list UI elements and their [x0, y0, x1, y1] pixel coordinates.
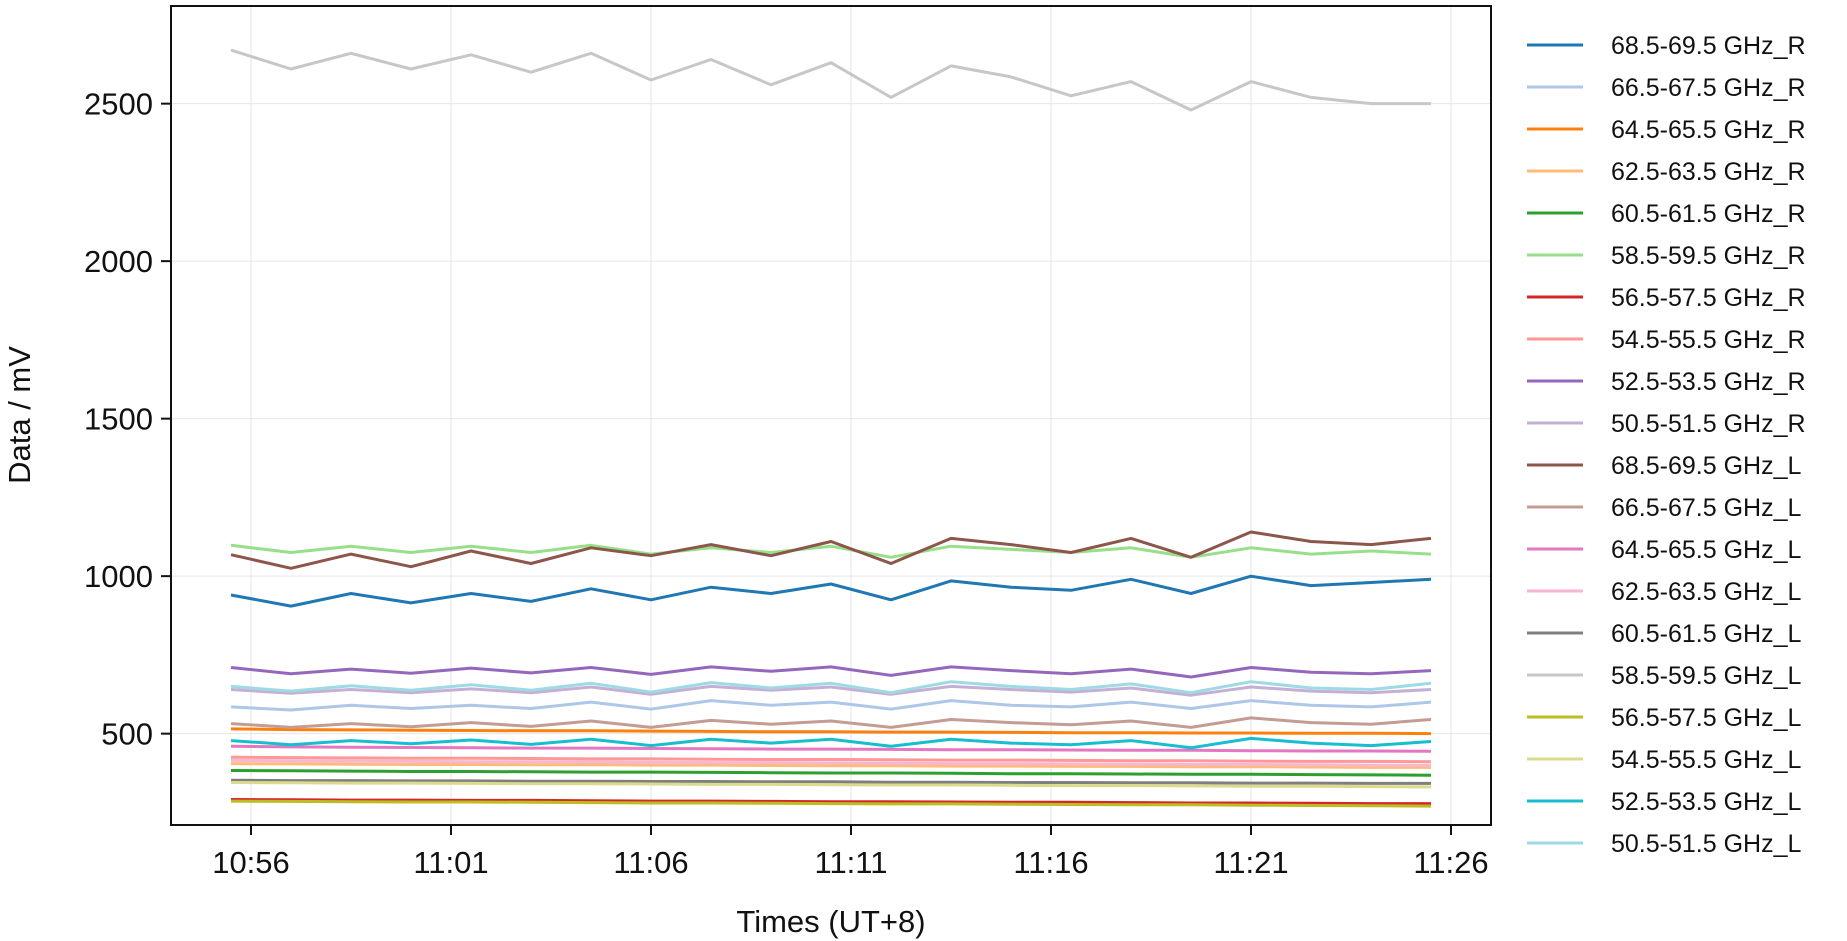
- series-layer: [230, 48, 1432, 808]
- legend-label: 50.5-51.5 GHz_R: [1611, 410, 1806, 438]
- y-tick-label: 2000: [84, 244, 153, 279]
- x-axis: 10:56 11:01 11:06 11:11 11:16 11:21 11:26: [212, 825, 1489, 880]
- legend-item-62-5-63-5-ghz-l: 62.5-63.5 GHz_L: [1527, 578, 1801, 606]
- legend-label: 58.5-59.5 GHz_L: [1611, 662, 1801, 690]
- legend-item-56-5-57-5-ghz-l: 56.5-57.5 GHz_L: [1527, 704, 1801, 732]
- series-60-5-61-5-ghz-l-line: [230, 778, 1431, 785]
- x-tick-label: 11:21: [1213, 845, 1288, 880]
- legend-item-54-5-55-5-ghz-l: 54.5-55.5 GHz_L: [1527, 746, 1801, 774]
- legend-label: 64.5-65.5 GHz_R: [1611, 116, 1806, 144]
- y-tick-label: 1000: [84, 559, 153, 594]
- y-tick-label: 500: [101, 717, 153, 752]
- legend-label: 60.5-61.5 GHz_L: [1611, 620, 1801, 648]
- series-66-5-67-5-ghz-r-line: [230, 699, 1432, 712]
- legend-label: 62.5-63.5 GHz_L: [1611, 578, 1801, 606]
- y-axis-label: Data / mV: [2, 346, 37, 484]
- x-tick-label: 10:56: [212, 845, 290, 880]
- legend-item-52-5-53-5-ghz-r: 52.5-53.5 GHz_R: [1527, 368, 1806, 396]
- legend-item-52-5-53-5-ghz-l: 52.5-53.5 GHz_L: [1527, 788, 1801, 816]
- legend: 68.5-69.5 GHz_R 66.5-67.5 GHz_R 64.5-65.5 …: [1527, 32, 1806, 858]
- legend-item-64-5-65-5-ghz-r: 64.5-65.5 GHz_R: [1527, 116, 1806, 144]
- series-64-5-65-5-ghz-r-line: [230, 727, 1432, 736]
- legend-label: 64.5-65.5 GHz_L: [1611, 536, 1801, 564]
- legend-label: 68.5-69.5 GHz_R: [1611, 32, 1806, 60]
- series-62-5-63-5-ghz-r-line: [230, 762, 1431, 769]
- legend-label: 56.5-57.5 GHz_R: [1611, 284, 1806, 312]
- series-54-5-55-5-ghz-r-line: [230, 755, 1432, 764]
- legend-label: 58.5-59.5 GHz_R: [1611, 242, 1806, 270]
- legend-label: 60.5-61.5 GHz_R: [1611, 200, 1806, 228]
- series-62-5-63-5-ghz-l-line: [230, 758, 1432, 767]
- legend-item-50-5-51-5-ghz-l: 50.5-51.5 GHz_L: [1527, 830, 1801, 858]
- legend-item-60-5-61-5-ghz-l: 60.5-61.5 GHz_L: [1527, 620, 1801, 648]
- x-tick-label: 11:01: [413, 845, 488, 880]
- series-66-5-67-5-ghz-l-line: [230, 716, 1432, 729]
- grid: [171, 6, 1491, 825]
- legend-item-62-5-63-5-ghz-r: 62.5-63.5 GHz_R: [1527, 158, 1806, 186]
- legend-label: 66.5-67.5 GHz_R: [1611, 74, 1806, 102]
- series-56-5-57-5-ghz-l-line: [230, 799, 1432, 808]
- x-tick-label: 11:11: [815, 845, 888, 880]
- legend-label: 68.5-69.5 GHz_L: [1611, 452, 1801, 480]
- legend-label: 52.5-53.5 GHz_R: [1611, 368, 1806, 396]
- series-54-5-55-5-ghz-l-line: [230, 781, 1432, 789]
- legend-label: 50.5-51.5 GHz_L: [1611, 830, 1801, 858]
- legend-item-66-5-67-5-ghz-r: 66.5-67.5 GHz_R: [1527, 74, 1806, 102]
- x-tick-label: 11:06: [613, 845, 688, 880]
- legend-label: 52.5-53.5 GHz_L: [1611, 788, 1801, 816]
- legend-item-68-5-69-5-ghz-r: 68.5-69.5 GHz_R: [1527, 32, 1806, 60]
- legend-item-54-5-55-5-ghz-r: 54.5-55.5 GHz_R: [1527, 326, 1806, 354]
- legend-item-60-5-61-5-ghz-r: 60.5-61.5 GHz_R: [1527, 200, 1806, 228]
- plot-frame: [170, 5, 1492, 826]
- series-68-5-69-5-ghz-l-line: [230, 530, 1432, 570]
- y-tick-label: 1500: [84, 402, 153, 437]
- legend-item-66-5-67-5-ghz-l: 66.5-67.5 GHz_L: [1527, 494, 1801, 522]
- y-tick-label: 2500: [84, 87, 153, 122]
- legend-item-56-5-57-5-ghz-r: 56.5-57.5 GHz_R: [1527, 284, 1806, 312]
- series-52-5-53-5-ghz-l-line: [230, 736, 1432, 750]
- series-68-5-69-5-ghz-r-line: [230, 574, 1432, 608]
- legend-item-64-5-65-5-ghz-l: 64.5-65.5 GHz_L: [1527, 536, 1801, 564]
- x-axis-label: Times (UT+8): [736, 904, 925, 939]
- series-60-5-61-5-ghz-r-line: [230, 769, 1432, 777]
- series-56-5-57-5-ghz-r-line: [230, 798, 1431, 806]
- legend-item-50-5-51-5-ghz-r: 50.5-51.5 GHz_R: [1527, 410, 1806, 438]
- series-50-5-51-5-ghz-l-line: [230, 680, 1432, 695]
- series-64-5-65-5-ghz-l-line: [230, 744, 1432, 753]
- series-58-5-59-5-ghz-r-line: [230, 543, 1432, 559]
- legend-label: 66.5-67.5 GHz_L: [1611, 494, 1801, 522]
- x-tick-label: 11:16: [1013, 845, 1088, 880]
- legend-label: 56.5-57.5 GHz_L: [1611, 704, 1801, 732]
- x-tick-label: 11:26: [1413, 845, 1488, 880]
- legend-item-58-5-59-5-ghz-l: 58.5-59.5 GHz_L: [1527, 662, 1801, 690]
- series-50-5-51-5-ghz-r-line: [230, 684, 1432, 697]
- legend-label: 54.5-55.5 GHz_R: [1611, 326, 1806, 354]
- legend-label: 62.5-63.5 GHz_R: [1611, 158, 1806, 186]
- legend-label: 54.5-55.5 GHz_L: [1611, 746, 1801, 774]
- legend-item-58-5-59-5-ghz-r: 58.5-59.5 GHz_R: [1527, 242, 1806, 270]
- series-52-5-53-5-ghz-r-line: [230, 665, 1432, 679]
- y-axis: 500 1000 1500 2000 2500: [84, 87, 171, 752]
- series-58-5-59-5-ghz-l-line: [230, 48, 1431, 112]
- legend-item-68-5-69-5-ghz-l: 68.5-69.5 GHz_L: [1527, 452, 1801, 480]
